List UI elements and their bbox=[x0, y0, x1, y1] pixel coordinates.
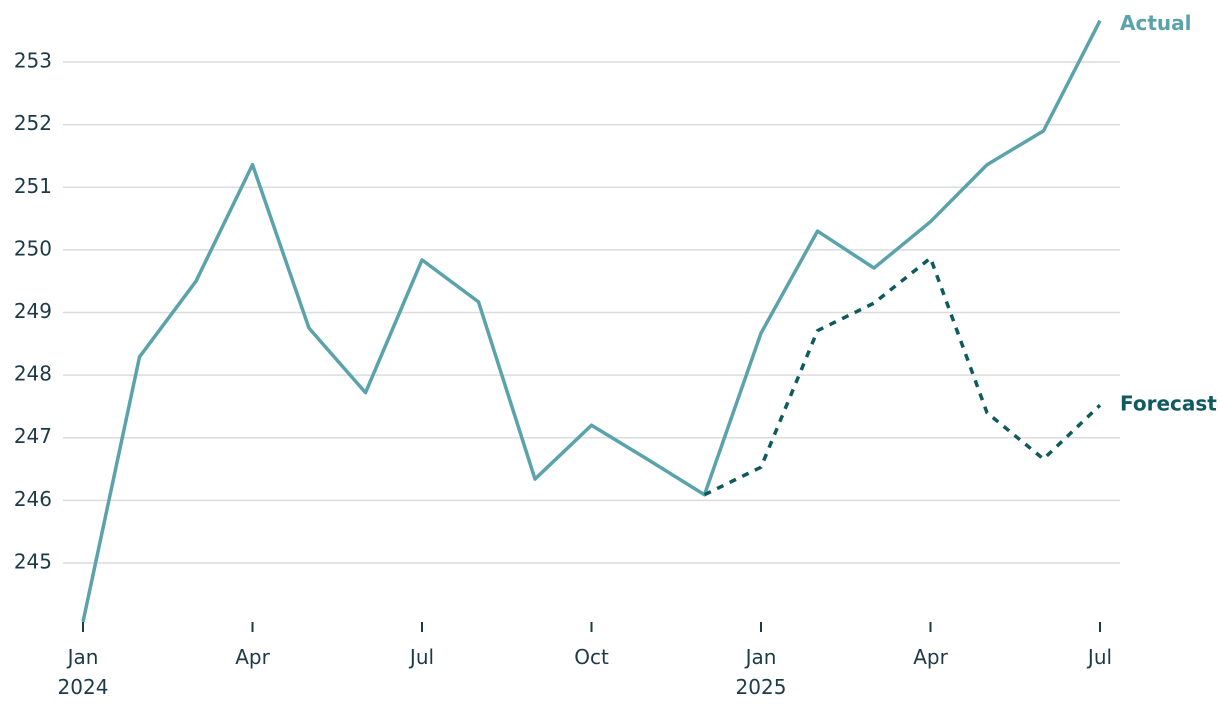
x-tick-label: Apr bbox=[913, 645, 948, 669]
x-tick-label: Oct bbox=[574, 645, 609, 669]
x-tick-label: Jan 2025 bbox=[736, 645, 787, 699]
series-line bbox=[703, 256, 1102, 497]
y-tick-label: 248 bbox=[14, 362, 52, 386]
series-label: Forecast bbox=[1120, 392, 1217, 416]
series-line bbox=[81, 19, 1102, 623]
series-label: Actual bbox=[1120, 11, 1191, 35]
x-tick-label: Jul bbox=[408, 645, 434, 669]
y-tick-label: 250 bbox=[14, 236, 52, 260]
y-tick-label: 247 bbox=[14, 424, 52, 448]
y-tick-label: 245 bbox=[14, 549, 52, 573]
x-tick-label: Jul bbox=[1086, 645, 1112, 669]
y-tick-label: 249 bbox=[14, 299, 52, 323]
y-tick-label: 252 bbox=[14, 111, 52, 135]
x-tick-label: Apr bbox=[235, 645, 270, 669]
x-tick-label: Jan 2024 bbox=[58, 645, 109, 699]
y-tick-label: 246 bbox=[14, 487, 52, 511]
y-tick-label: 251 bbox=[14, 174, 52, 198]
y-tick-label: 253 bbox=[14, 49, 52, 73]
